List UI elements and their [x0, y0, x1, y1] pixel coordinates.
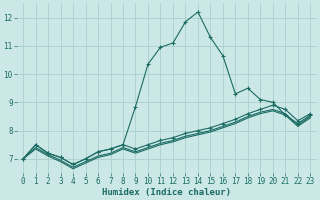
X-axis label: Humidex (Indice chaleur): Humidex (Indice chaleur) — [102, 188, 231, 197]
